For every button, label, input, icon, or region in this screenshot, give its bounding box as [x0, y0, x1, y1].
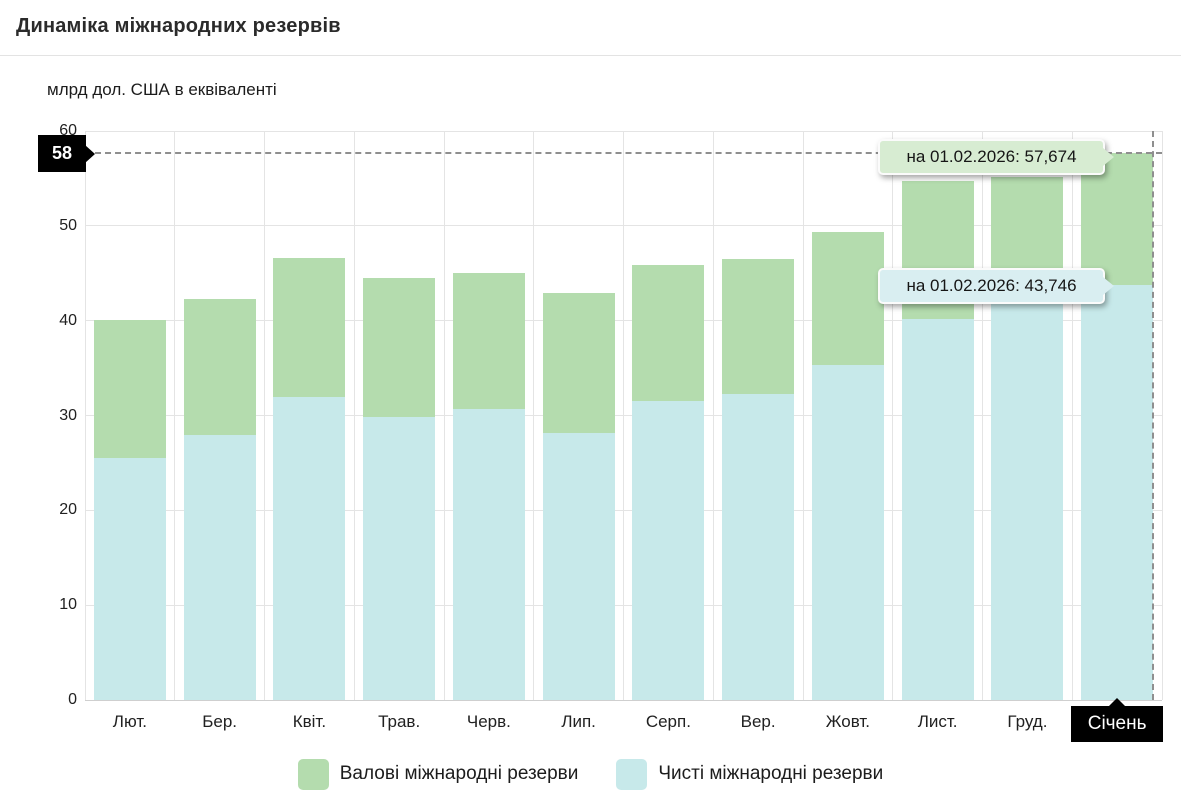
x-axis-tick-label: Лист.	[917, 712, 958, 731]
gridline-vertical	[802, 131, 804, 700]
x-axis-value-marker: Січень	[1071, 698, 1164, 742]
bar-net-[interactable]	[901, 318, 974, 700]
page-title: Динаміка міжнародних резервів	[16, 15, 341, 37]
gridline-vertical	[982, 131, 983, 700]
tooltip-pointer-icon	[1103, 148, 1114, 166]
gridline-vertical	[264, 131, 265, 700]
x-axis-tick-label: Квіт.	[292, 712, 327, 731]
y-axis-tick-label: 20	[59, 501, 77, 519]
y-axis: 0 10 20 30 40 50 60	[0, 122, 77, 708]
y-axis-value-marker: 58	[38, 135, 95, 173]
gridline-vertical	[353, 131, 355, 700]
y-axis-tick-label: 30	[59, 406, 77, 424]
gridline-vertical	[712, 131, 714, 700]
y-axis-tick-label: 10	[59, 596, 77, 614]
tooltip-gross-reserves: на 01.02.2026: 57,674	[878, 139, 1114, 175]
bar-net-[interactable]	[363, 417, 436, 700]
x-axis-tick-label: Груд.	[1007, 712, 1048, 731]
x-axis-tick-label: Жовт.	[825, 712, 870, 731]
x-axis-tick-label: Лют.	[112, 712, 147, 731]
gridline-vertical	[1071, 131, 1073, 700]
y-axis-value-marker-text: 58	[51, 143, 73, 164]
legend-label-gross: Валові міжнародні резерви	[339, 763, 579, 784]
tooltip-net-reserves: на 01.02.2026: 43,746	[878, 268, 1114, 304]
gridline-vertical	[84, 131, 86, 700]
latest-value-dashed-line	[85, 152, 1162, 155]
bar-net-[interactable]	[991, 296, 1064, 700]
legend-label-net: Чисті міжнародні резерви	[658, 763, 884, 784]
gridline-vertical	[892, 131, 894, 700]
bar-net-[interactable]	[1081, 285, 1154, 700]
x-axis-tick-label: Черв.	[466, 712, 511, 731]
latest-period-dashed-line	[1152, 131, 1155, 700]
x-axis-tick-label: Вер.	[740, 712, 776, 731]
y-axis-tick-label: 0	[68, 691, 77, 708]
marker-pointer-icon	[85, 144, 95, 163]
bar-net-[interactable]	[542, 432, 615, 700]
net-reserves-swatch-icon	[616, 758, 648, 790]
bar-net-[interactable]	[811, 365, 884, 700]
x-axis: Лют. Бер. Квіт. Трав. Черв. Лип. Серп. Вер. Жовт…	[85, 698, 1164, 755]
tooltip-gross-text: на 01.02.2026: 57,674	[906, 147, 1077, 166]
bar-net-[interactable]	[273, 396, 346, 700]
y-axis-tick-label: 50	[59, 216, 77, 234]
tooltip-net-text: на 01.02.2026: 43,746	[906, 276, 1077, 295]
plot-area: на 01.02.2026: 57,674 на 01.02.2026: 43,…	[84, 130, 1163, 701]
bar-net-[interactable]	[452, 408, 525, 700]
gridline-vertical	[174, 131, 176, 700]
y-axis-tick-label: 40	[59, 311, 77, 329]
bar-net-[interactable]	[93, 458, 166, 700]
gridline-vertical	[443, 131, 445, 700]
header: Динаміка міжнародних резервів	[0, 0, 1181, 56]
gross-reserves-swatch-icon	[297, 758, 329, 790]
x-axis-tick-label: Трав.	[378, 712, 421, 731]
legend-item-net-reserves[interactable]: Чисті міжнародні резерви	[616, 758, 884, 790]
gridline-horizontal	[85, 699, 1162, 701]
y-axis-units-label: млрд дол. США в еквіваленті	[47, 80, 277, 99]
marker-pointer-icon	[1109, 698, 1126, 706]
gridline-vertical	[623, 131, 624, 700]
bar-net-[interactable]	[632, 401, 705, 700]
y-axis-tick-label: 60	[59, 122, 77, 139]
legend: Валові міжнародні резерви Чисті міжнарод…	[0, 753, 1181, 795]
bar-net-[interactable]	[722, 393, 795, 700]
legend-item-gross-reserves[interactable]: Валові міжнародні резерви	[297, 758, 579, 790]
x-axis-tick-label: Серп.	[645, 712, 691, 731]
bar-net-[interactable]	[183, 435, 256, 700]
x-axis-tick-label: Бер.	[202, 712, 238, 731]
gridline-vertical	[1161, 131, 1163, 700]
gridline-vertical	[533, 131, 535, 700]
x-axis-tick-label: Лип.	[561, 712, 596, 731]
tooltip-pointer-icon	[1103, 277, 1114, 295]
